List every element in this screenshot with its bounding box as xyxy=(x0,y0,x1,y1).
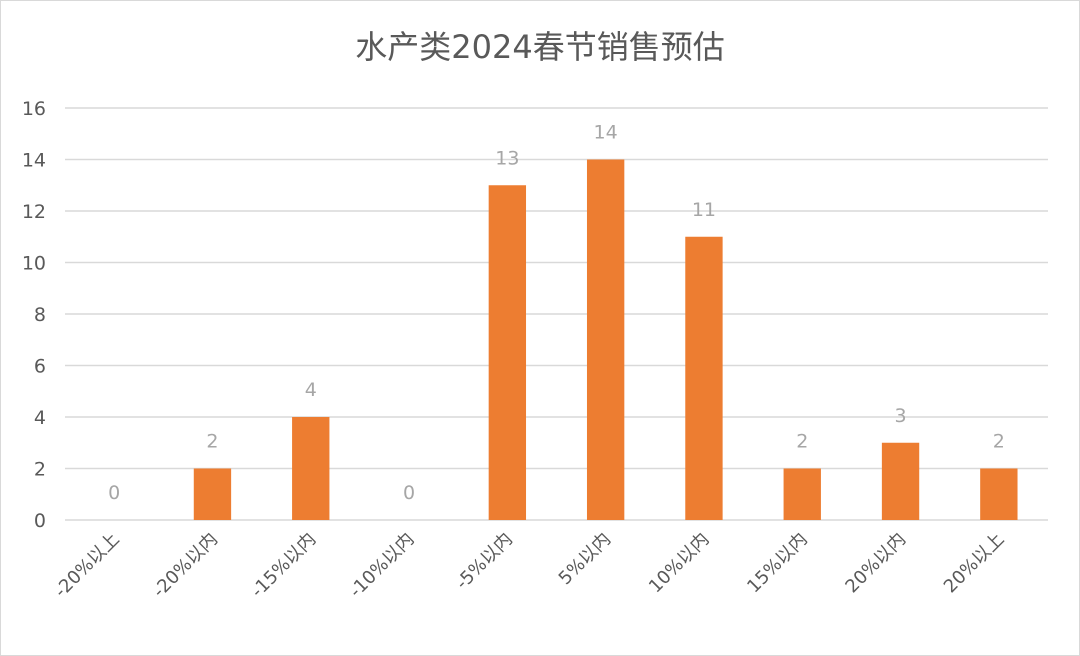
y-tick-label: 10 xyxy=(22,253,46,275)
x-tick-label: -20%以上 xyxy=(50,529,123,602)
x-tick-label: 15%以内 xyxy=(743,529,812,598)
bar xyxy=(980,468,1018,520)
x-tick-label: -10%以内 xyxy=(345,529,418,602)
x-tick-label: 5%以内 xyxy=(555,529,616,590)
bar xyxy=(292,417,330,520)
y-tick-label: 0 xyxy=(34,510,46,532)
data-label: 14 xyxy=(594,122,618,144)
bars xyxy=(193,159,1018,520)
bar xyxy=(783,468,821,520)
bar xyxy=(881,442,920,520)
data-label: 2 xyxy=(993,431,1005,453)
x-tick-label: -5%以内 xyxy=(452,529,517,594)
data-labels: 0 2 4 0 13 14 11 2 3 2 xyxy=(108,122,1005,505)
x-axis-ticks: -20%以上 -20%以内 -15%以内 -10%以内 -5%以内 5%以内 10%以内 15… xyxy=(50,529,1008,602)
data-label: 0 xyxy=(108,482,120,504)
data-label: 11 xyxy=(692,199,716,221)
data-label: 13 xyxy=(495,147,519,169)
y-tick-label: 8 xyxy=(34,304,46,326)
data-label: 4 xyxy=(305,379,317,401)
data-label: 3 xyxy=(895,405,907,427)
y-axis-ticks: 0 2 4 6 8 10 12 14 16 xyxy=(22,98,46,532)
data-label: 2 xyxy=(206,431,218,453)
data-label: 2 xyxy=(796,431,808,453)
x-tick-label: 20%以上 xyxy=(940,529,1009,598)
y-tick-label: 16 xyxy=(22,98,46,120)
x-tick-label: -20%以内 xyxy=(149,529,222,602)
y-tick-label: 12 xyxy=(22,201,46,223)
chart-title: 水产类2024春节销售预估 xyxy=(355,28,724,66)
x-tick-label: -15%以内 xyxy=(247,529,320,602)
y-tick-label: 6 xyxy=(34,356,46,378)
bar xyxy=(488,185,527,520)
bar xyxy=(586,159,625,520)
data-label: 0 xyxy=(403,482,415,504)
x-tick-label: 20%以内 xyxy=(841,529,910,598)
bar xyxy=(193,468,232,520)
y-tick-label: 2 xyxy=(34,459,46,481)
x-tick-label: 10%以内 xyxy=(645,529,714,598)
y-tick-label: 14 xyxy=(22,150,46,172)
bar xyxy=(685,236,723,520)
y-tick-label: 4 xyxy=(34,407,46,429)
